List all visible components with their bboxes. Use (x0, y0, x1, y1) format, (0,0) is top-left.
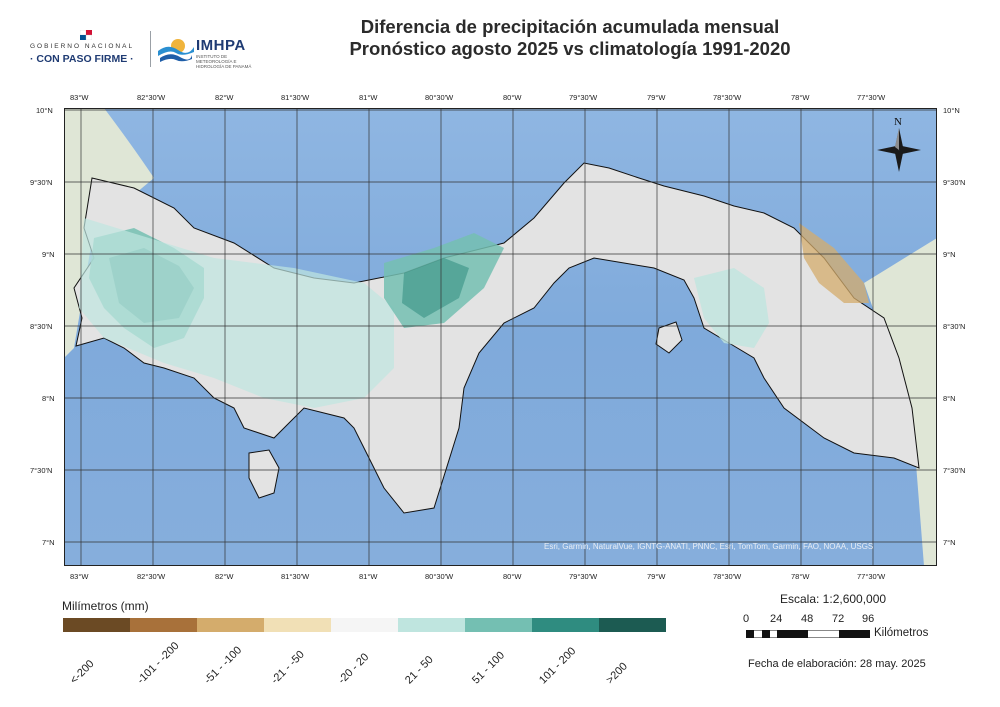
lat-tick-right: 7°N (943, 538, 956, 547)
coiba-island (248, 449, 280, 499)
anomaly-neg-51-100-east (799, 223, 869, 303)
map-frame: N Esri, Garmin, NaturalVue, IGNTG-ANATI,… (64, 108, 937, 566)
lat-tick-left: 9°N (42, 250, 55, 259)
lon-tick-top: 78°W (791, 93, 810, 102)
legend-swatch (331, 618, 398, 632)
imhpa-logo: IMHPA INSTITUTO DE METEOROLOGÍA E HIDROL… (156, 33, 256, 69)
logo-divider (150, 31, 151, 67)
lat-tick-right: 9°30'N (943, 178, 966, 187)
pearl-islands (655, 321, 683, 354)
lat-tick-right: 10°N (943, 106, 960, 115)
lon-tick-top: 80°W (503, 93, 522, 102)
imhpa-subtitle: INSTITUTO DE METEOROLOGÍA E HIDROLOGÍA D… (196, 54, 252, 69)
legend-label: <-200 (68, 657, 97, 687)
lon-tick-top: 79°30'W (569, 93, 598, 102)
lon-tick-bottom: 79°30'W (569, 572, 598, 581)
legend-swatch (599, 618, 666, 632)
gov-big-text: · CON PASO FIRME · (30, 53, 134, 65)
legend-label: 51 - 100 (470, 649, 508, 687)
lat-tick-right: 7°30'N (943, 466, 966, 475)
lat-tick-left: 7°N (42, 538, 55, 547)
anomaly-21-50-west (79, 218, 394, 408)
north-label: N (894, 116, 902, 128)
lon-tick-bottom: 82°30'W (137, 572, 166, 581)
lon-tick-top: 77°30'W (857, 93, 886, 102)
lon-tick-bottom: 80°30'W (425, 572, 454, 581)
legend-title: Milímetros (mm) (62, 599, 149, 613)
lon-tick-top: 80°30'W (425, 93, 454, 102)
legend-label: -51 - -100 (202, 644, 245, 687)
lat-tick-right: 8°30'N (943, 322, 966, 331)
legend-color-bar (63, 618, 666, 632)
lon-tick-top: 78°30'W (713, 93, 742, 102)
lat-tick-left: 8°N (42, 394, 55, 403)
lon-tick-top: 82°W (215, 93, 234, 102)
legend-swatch (398, 618, 465, 632)
lat-tick-right: 9°N (943, 250, 956, 259)
map-canvas (64, 108, 937, 566)
anomaly-21-50-darien (694, 268, 769, 348)
lon-tick-bottom: 77°30'W (857, 572, 886, 581)
legend-label: -21 - -50 (269, 648, 307, 687)
scale-label: 48 (801, 613, 814, 625)
costa-rica-land (64, 108, 154, 358)
lon-tick-top: 81°W (359, 93, 378, 102)
title-line-2: Pronóstico agosto 2025 vs climatología 1… (349, 38, 791, 59)
panama-land (73, 162, 920, 514)
lon-tick-top: 81°30'W (281, 93, 310, 102)
imhpa-emblem-icon (158, 39, 194, 62)
anomaly-101-200-central (402, 258, 469, 318)
map-title: Diferencia de precipitación acumulada me… (270, 16, 870, 60)
scale-label: 0 (743, 613, 750, 625)
graticule (64, 108, 937, 566)
scale-ratio: Escala: 1:2,600,000 (780, 592, 887, 606)
legend-swatch (197, 618, 264, 632)
lat-tick-right: 8°N (943, 394, 956, 403)
lon-tick-bottom: 81°30'W (281, 572, 310, 581)
legend-swatch (63, 618, 130, 632)
panama-flag-icon (80, 30, 92, 40)
lon-tick-top: 83°W (70, 93, 89, 102)
lat-tick-left: 10°N (36, 106, 53, 115)
legend-swatch (465, 618, 532, 632)
lon-tick-bottom: 78°W (791, 572, 810, 581)
scale-unit: Kilómetros (874, 627, 929, 639)
map-attribution: Esri, Garmin, NaturalVue, IGNTG-ANATI, P… (544, 542, 874, 551)
lon-tick-bottom: 82°W (215, 572, 234, 581)
imhpa-name: IMHPA (196, 37, 246, 54)
legend-swatch (264, 618, 331, 632)
legend-label: >200 (604, 660, 631, 687)
scale-label: 96 (862, 613, 875, 625)
lon-tick-bottom: 78°30'W (713, 572, 742, 581)
lat-tick-left: 9°30'N (30, 178, 53, 187)
legend-swatch (130, 618, 197, 632)
lon-tick-bottom: 83°W (70, 572, 89, 581)
elaboration-date: Fecha de elaboración: 28 may. 2025 (748, 658, 926, 670)
title-line-1: Diferencia de precipitación acumulada me… (360, 16, 780, 37)
lon-tick-bottom: 80°W (503, 572, 522, 581)
gobierno-nacional-logo: GOBIERNO NACIONAL · CON PASO FIRME · (30, 30, 148, 72)
legend-swatch (532, 618, 599, 632)
lon-tick-top: 79°W (647, 93, 666, 102)
map-border (64, 108, 937, 566)
north-arrow-icon (877, 128, 921, 172)
gov-small-text: GOBIERNO NACIONAL (30, 43, 135, 50)
scale-bar (746, 630, 870, 638)
scale-label: 72 (832, 613, 845, 625)
legend-label: 101 - 200 (537, 645, 579, 687)
lat-tick-left: 8°30'N (30, 322, 53, 331)
legend-label: -101 - -200 (135, 639, 182, 687)
lat-tick-left: 7°30'N (30, 466, 53, 475)
scale-label: 24 (770, 613, 783, 625)
legend-label: 21 - 50 (403, 653, 436, 687)
lon-tick-bottom: 81°W (359, 572, 378, 581)
legend-label: -20 - 20 (336, 651, 372, 687)
lon-tick-bottom: 79°W (647, 572, 666, 581)
lon-tick-top: 82°30'W (137, 93, 166, 102)
